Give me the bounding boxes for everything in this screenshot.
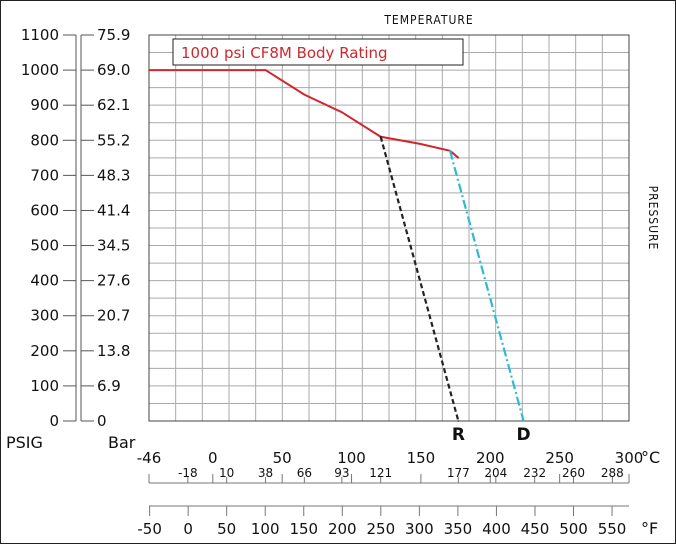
fahrenheit-unit-label: °F <box>641 519 658 538</box>
celsius-axis: -46 0 50 100 150 200 250 300 -18 10 38 66 93 121 177 20… <box>137 448 660 484</box>
psig-tick-label: 300 <box>30 307 59 325</box>
fahrenheit-tick-label: 550 <box>598 520 627 538</box>
bar-tick-label: 48.3 <box>97 166 130 184</box>
right-axis-title: PRESSURE <box>646 186 660 251</box>
celsius-minor-label: 121 <box>369 466 392 480</box>
celsius-major-label: 50 <box>273 449 292 467</box>
celsius-minor-label: 177 <box>447 466 470 480</box>
celsius-minor-label: 38 <box>258 466 273 480</box>
series-point <box>457 420 460 422</box>
fahrenheit-tick-label: 500 <box>559 520 588 538</box>
series-line-rating <box>149 69 460 159</box>
celsius-minor-label: 288 <box>601 466 624 480</box>
series-point <box>522 420 525 422</box>
psig-tick-label: 200 <box>30 342 59 360</box>
bar-tick-label: 41.4 <box>97 201 130 219</box>
psig-axis-label: PSIG <box>6 433 43 452</box>
end-label-d: D <box>517 425 531 445</box>
psig-tick-label: 0 <box>49 412 59 430</box>
bar-tick-label: 20.7 <box>97 307 130 325</box>
fahrenheit-tick-label: 100 <box>251 520 280 538</box>
fahrenheit-tick-label: 300 <box>405 520 434 538</box>
fahrenheit-tick-label: 200 <box>328 520 357 538</box>
plot-border <box>148 34 630 422</box>
psig-tick-label: 500 <box>30 237 59 255</box>
fahrenheit-tick-label: 450 <box>521 520 550 538</box>
series-point <box>449 150 451 152</box>
series-point <box>303 93 306 96</box>
celsius-minor-label: 204 <box>484 466 507 480</box>
series-point <box>379 135 382 138</box>
plot-grid <box>149 35 629 421</box>
series-point <box>418 142 421 145</box>
fahrenheit-tick-label: 0 <box>183 520 193 538</box>
psig-tick-label: 700 <box>30 166 59 184</box>
series-point <box>264 69 267 71</box>
celsius-major-label: 200 <box>476 449 505 467</box>
bar-tick-label: 6.9 <box>97 377 121 395</box>
psig-tick-label: 800 <box>30 131 59 149</box>
end-label-r: R <box>452 425 465 445</box>
bar-axis: 0 6.9 13.8 20.7 27.6 34.5 41.4 48.3 55.2 62.1 69.0… <box>80 26 136 452</box>
fahrenheit-tick-label: 250 <box>367 520 396 538</box>
celsius-major-label: -46 <box>137 449 162 467</box>
bar-tick-label: 62.1 <box>97 96 130 114</box>
celsius-unit-label: °C <box>641 448 660 467</box>
celsius-minor-label: 66 <box>297 466 312 480</box>
fahrenheit-tick-label: 150 <box>289 520 318 538</box>
celsius-minor-label: 260 <box>562 466 585 480</box>
fahrenheit-tick-label: -50 <box>137 520 162 538</box>
psig-axis: 0 100 200 300 400 500 600 700 800 900 1000 1100 PSIG <box>6 26 77 452</box>
celsius-major-label: 0 <box>208 449 218 467</box>
series-point <box>457 157 460 159</box>
series-point <box>341 111 343 113</box>
bar-tick-label: 13.8 <box>97 342 130 360</box>
celsius-minor-label: 93 <box>334 466 349 480</box>
fahrenheit-tick-label: 400 <box>482 520 511 538</box>
bar-tick-label: 55.2 <box>97 131 130 149</box>
psig-tick-label: 1000 <box>21 61 59 79</box>
series-point <box>148 69 150 71</box>
psig-tick-label: 100 <box>30 377 59 395</box>
celsius-major-label: 300 <box>615 449 644 467</box>
psig-tick-label: 1100 <box>21 26 59 44</box>
annotation-text: 1000 psi CF8M Body Rating <box>181 44 388 62</box>
psig-tick-label: 900 <box>30 96 59 114</box>
bar-tick-label: 0 <box>97 412 107 430</box>
celsius-major-label: 250 <box>545 449 574 467</box>
celsius-minor-label: 10 <box>219 466 234 480</box>
celsius-major-label: 150 <box>407 449 436 467</box>
chart-title: TEMPERATURE <box>383 13 473 27</box>
series-line-d <box>448 150 525 422</box>
psig-tick-label: 400 <box>30 272 59 290</box>
bar-tick-label: 34.5 <box>97 237 130 255</box>
bar-tick-label: 27.6 <box>97 272 130 290</box>
fahrenheit-tick-label: 50 <box>217 520 236 538</box>
bar-axis-label: Bar <box>108 433 136 452</box>
celsius-minor-label: -18 <box>178 466 198 480</box>
psig-tick-label: 600 <box>30 201 59 219</box>
annotation-box: 1000 psi CF8M Body Rating <box>172 38 464 66</box>
annotation-box-border <box>172 38 464 66</box>
fahrenheit-tick-label: 350 <box>444 520 473 538</box>
fahrenheit-axis: -50 0 50 100 150 200 250 300 350 400 450 500 550 °F <box>137 505 658 538</box>
series-group <box>148 69 525 422</box>
series-line-r <box>379 136 460 422</box>
bar-tick-label: 69.0 <box>97 61 130 79</box>
bar-tick-label: 75.9 <box>97 26 130 44</box>
celsius-major-label: 100 <box>337 449 366 467</box>
celsius-minor-label: 232 <box>523 466 546 480</box>
